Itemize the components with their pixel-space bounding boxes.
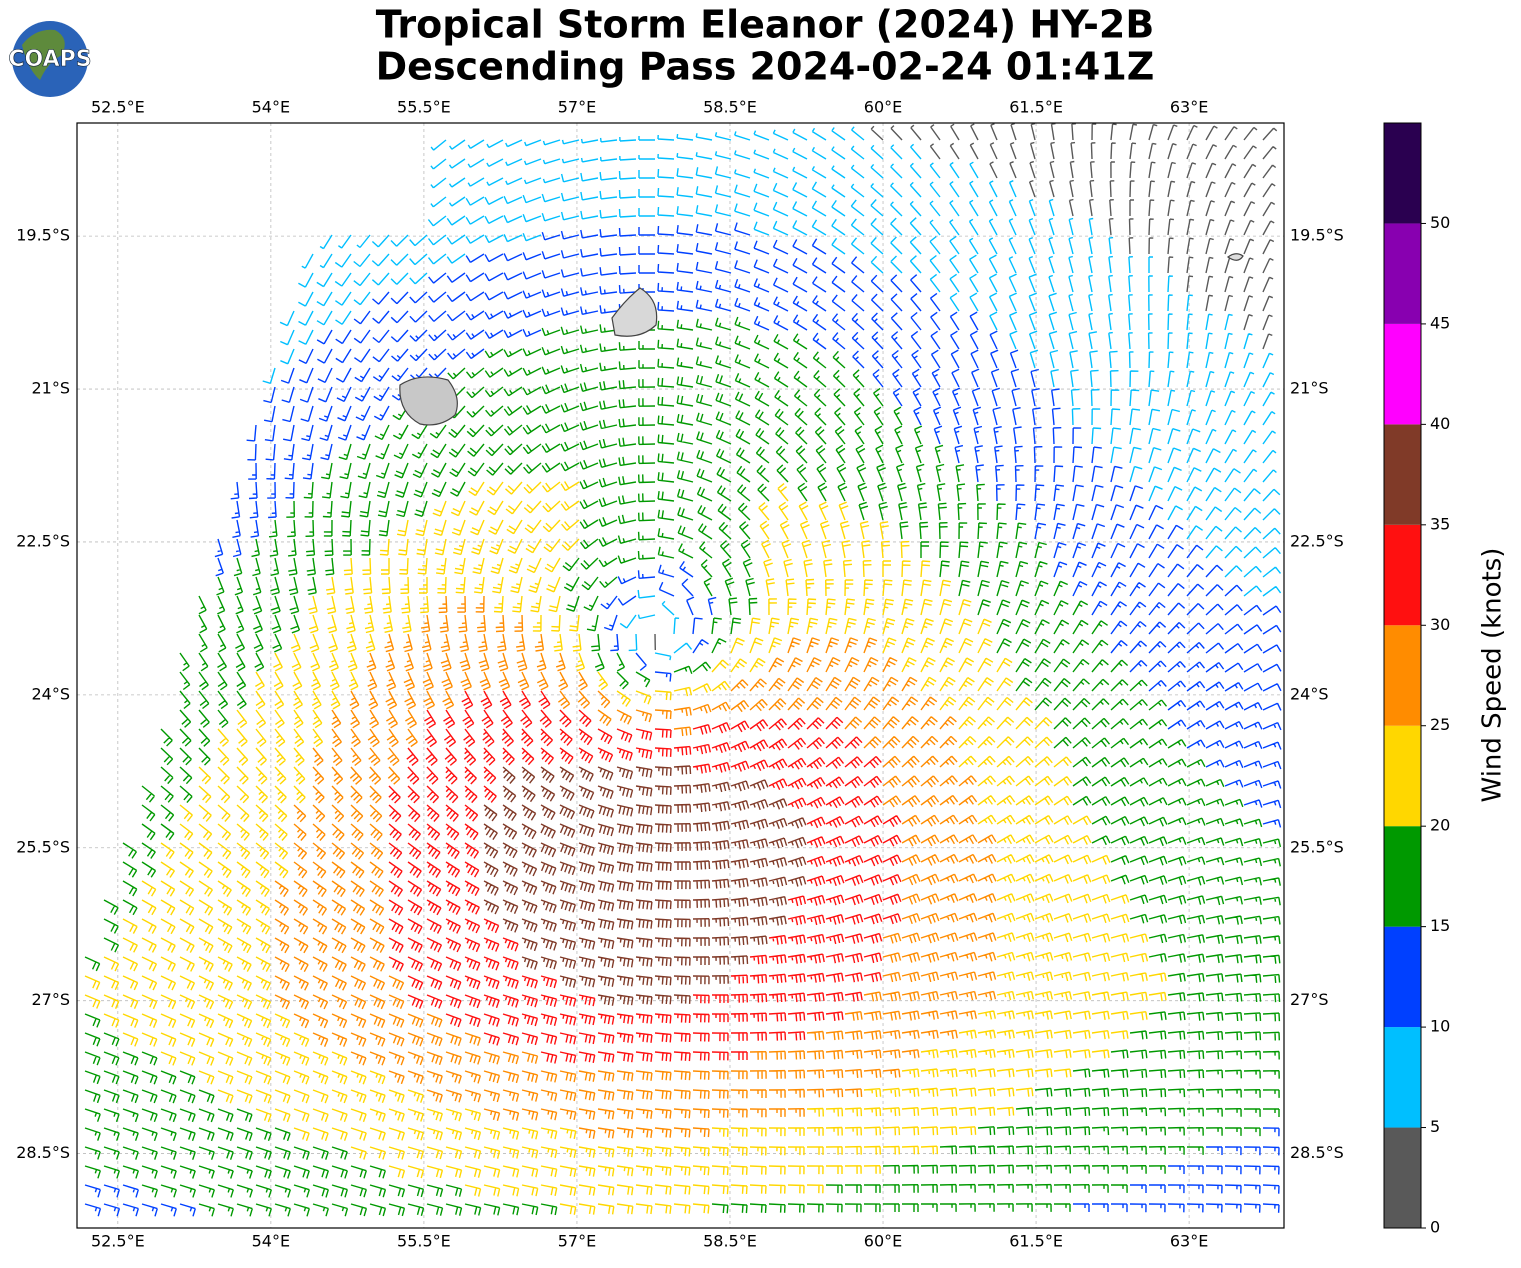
x-tick-label: 58.5°E xyxy=(703,1232,757,1251)
colorbar-segment xyxy=(1384,926,1421,1028)
wind-barbs xyxy=(84,222,1282,1217)
y-tick-label: 19.5°S xyxy=(1290,226,1344,245)
y-tick-label: 22.5°S xyxy=(1290,531,1344,550)
wind-barbs xyxy=(84,481,1167,1215)
x-tick-label: 57°E xyxy=(558,1232,596,1251)
colorbar-tick-label: 30 xyxy=(1430,615,1450,634)
colorbar-segment xyxy=(1384,625,1421,726)
wind-barbs xyxy=(654,122,1278,651)
x-tick-label: 63°E xyxy=(1170,98,1208,117)
map-frame xyxy=(76,122,1285,1229)
colorbar: 0 5 10 15 20 25 30 35 40 45 50 xyxy=(1383,122,1450,1237)
x-tick-label: 54°E xyxy=(252,1232,290,1251)
grid xyxy=(77,123,1284,1228)
colorbar-segment xyxy=(1384,826,1421,927)
colorbar-segment xyxy=(1384,323,1421,425)
colorbar-tick-label: 10 xyxy=(1430,1017,1450,1036)
x-tick-label: 57°E xyxy=(558,98,596,117)
y-tick-label: 22.5°S xyxy=(16,531,70,550)
colorbar-frame xyxy=(1383,122,1422,1229)
x-tick-label: 52.5°E xyxy=(91,1232,145,1251)
y-tick-label: 27°S xyxy=(31,990,70,1009)
colorbar-tick-label: 35 xyxy=(1430,514,1450,533)
x-tick-label: 61.5°E xyxy=(1009,1232,1063,1251)
colorbar-tick-label: 15 xyxy=(1430,916,1450,935)
logo-text: COAPS xyxy=(8,47,91,72)
colorbar-segment xyxy=(1384,1127,1421,1228)
y-tick-label: 24°S xyxy=(1290,684,1329,703)
x-tick-label: 54°E xyxy=(252,98,290,117)
x-tick-label: 58.5°E xyxy=(703,98,757,117)
wind-barbs xyxy=(388,690,902,1064)
logo: COAPS xyxy=(8,21,92,97)
colorbar-tick-label: 0 xyxy=(1430,1218,1440,1237)
island xyxy=(1226,253,1244,261)
wind-barbs xyxy=(262,126,1282,661)
island xyxy=(399,376,458,426)
wind-barbs xyxy=(84,316,1282,1217)
wind-barbs xyxy=(274,595,997,1139)
y-tick-label: 28.5°S xyxy=(1290,1143,1344,1162)
colorbar-tick-label: 40 xyxy=(1430,414,1450,433)
colorbar-segment xyxy=(1384,223,1421,324)
colorbar-segment xyxy=(1384,123,1421,224)
x-tick-label: 55.5°E xyxy=(397,98,451,117)
colorbar-label: Wind Speed (knots) xyxy=(1478,548,1508,803)
wind-field xyxy=(84,122,1282,1217)
colorbar-tick-label: 50 xyxy=(1430,213,1450,232)
colorbar-tick-label: 20 xyxy=(1430,816,1450,835)
x-tick-label: 63°E xyxy=(1170,1232,1208,1251)
y-tick-label: 21°S xyxy=(31,379,70,398)
y-tick-label: 19.5°S xyxy=(16,226,70,245)
x-tick-label: 60°E xyxy=(864,98,902,117)
logo-land xyxy=(22,29,65,80)
colorbar-segment xyxy=(1384,524,1421,626)
y-tick-label: 25.5°S xyxy=(1290,837,1344,856)
colorbar-segment xyxy=(1384,1027,1421,1128)
island xyxy=(611,287,658,337)
y-tick-label: 21°S xyxy=(1290,379,1329,398)
colorbar-segment xyxy=(1384,725,1421,827)
colorbar-tick-label: 25 xyxy=(1430,715,1450,734)
islands xyxy=(399,253,1244,426)
y-tick-label: 24°S xyxy=(31,684,70,703)
y-tick-label: 27°S xyxy=(1290,990,1329,1009)
colorbar-tick-label: 45 xyxy=(1430,313,1450,332)
chart-title: Tropical Storm Eleanor (2024) HY-2B xyxy=(376,3,1155,47)
y-tick-label: 28.5°S xyxy=(16,1143,70,1162)
x-tick-label: 60°E xyxy=(864,1232,902,1251)
x-tick-label: 61.5°E xyxy=(1009,98,1063,117)
x-tick-label: 55.5°E xyxy=(397,1232,451,1251)
wind-barbs xyxy=(483,765,807,1006)
chart-subtitle: Descending Pass 2024-02-24 01:41Z xyxy=(376,45,1155,89)
x-tick-label: 52.5°E xyxy=(91,98,145,117)
y-tick-label: 25.5°S xyxy=(16,837,70,856)
colorbar-segment xyxy=(1384,424,1421,525)
colorbar-tick-label: 5 xyxy=(1430,1117,1440,1136)
